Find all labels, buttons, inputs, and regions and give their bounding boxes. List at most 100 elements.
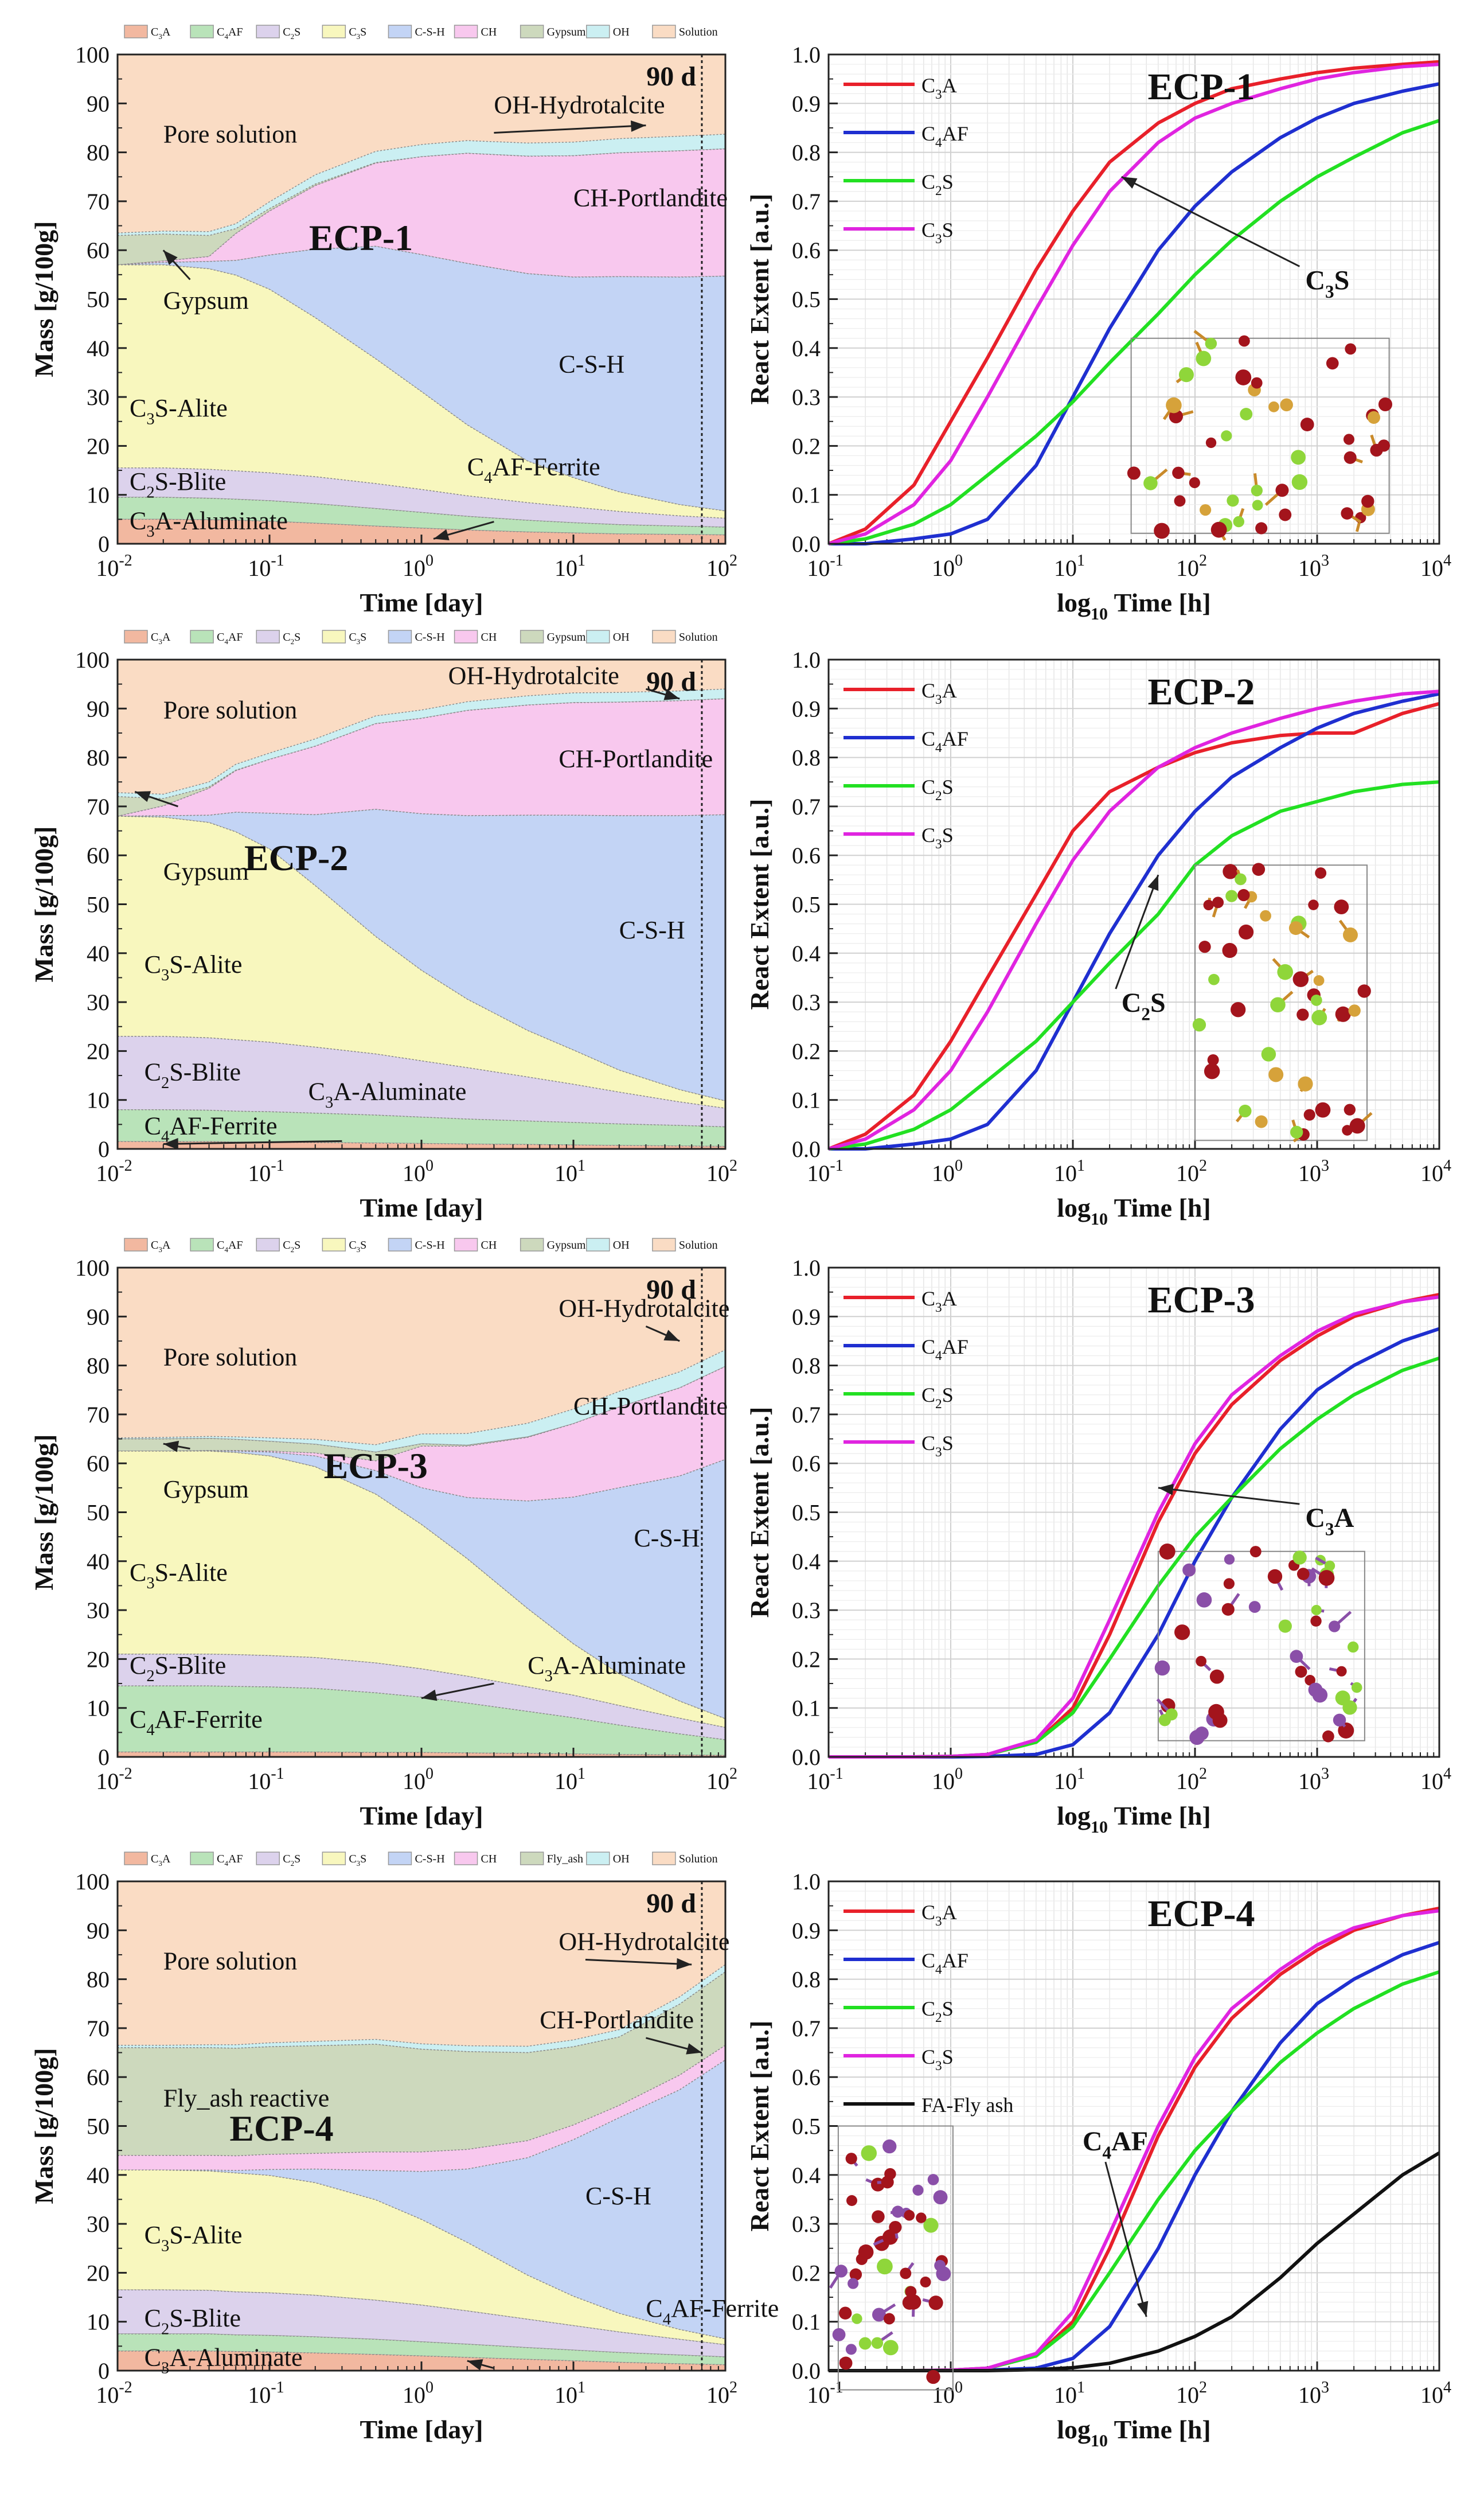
crystal-atom	[882, 2139, 897, 2154]
legend-entry: C4AF	[217, 1239, 243, 1254]
crystal-atom	[1239, 1104, 1252, 1118]
x-axis-label-text: Time [day]	[360, 588, 483, 617]
x-tick-base: 10	[248, 555, 271, 581]
chart-title-text: ECP-1	[1148, 66, 1255, 108]
plot-frame	[116, 53, 727, 545]
region-label: Pore solution	[163, 1343, 297, 1371]
y-tick-label: 0.5	[792, 892, 821, 918]
crystal-atom	[849, 2268, 862, 2281]
region-label: C-S-H	[585, 2182, 651, 2210]
label-rest: S	[294, 631, 300, 644]
area-csh	[118, 1450, 726, 1720]
subscript: 4	[935, 1349, 942, 1363]
legend-swatch	[190, 1238, 214, 1252]
legend-entry-text: C-S-H	[415, 1239, 444, 1252]
crystal-atom	[912, 2184, 924, 2196]
legend-entry: Solution	[679, 631, 718, 644]
y-tick-label: 40	[87, 2162, 110, 2188]
x-axis-label-base: log	[1057, 2415, 1091, 2444]
region-label: Gypsum	[163, 1475, 249, 1503]
x-tick-base: 10	[706, 2382, 729, 2408]
legend-swatch	[124, 25, 148, 38]
crystal-atom	[1212, 1713, 1228, 1728]
chart-title: ECP-3	[324, 1445, 428, 1486]
subscript: 3	[935, 87, 942, 102]
crystal-atom	[1378, 397, 1392, 412]
x-tick-exp: 2	[729, 2379, 737, 2396]
crystal-atom	[1279, 508, 1292, 521]
label-rest: A	[942, 1287, 957, 1310]
crystal-atom	[1159, 1544, 1176, 1560]
legend-swatch	[520, 25, 544, 38]
crystal-atom	[1292, 971, 1309, 987]
x-tick-label: 100	[403, 1157, 434, 1186]
mineral-label: C4AF-Ferrite	[145, 1112, 278, 1145]
react-chart-3: 10-1 100 101 102 103 1040.00.10.20.30.40.50.6…	[745, 1255, 1451, 1837]
x-axis-label-sub: 10	[1091, 1210, 1108, 1229]
x-tick-label: 102	[706, 1765, 737, 1794]
area-c2s	[117, 467, 726, 528]
x-tick-label: 10-1	[807, 552, 843, 581]
x-tick-label: 10-1	[248, 552, 284, 581]
marker-label: 90 d	[646, 1275, 696, 1305]
legend-entry-text: C	[921, 74, 935, 97]
subscript: 3	[1325, 1519, 1334, 1539]
crystal-atom	[845, 2153, 857, 2165]
x-tick-base: 10	[706, 1160, 729, 1186]
crystal-atom	[883, 2313, 895, 2325]
crystal-atom	[1344, 1104, 1356, 1116]
x-tick-exp: 0	[955, 1765, 963, 1783]
x-tick-base: 10	[1054, 555, 1077, 581]
legend-swatch	[388, 630, 412, 644]
y-tick-label: 10	[87, 2309, 110, 2335]
crystal-atom	[920, 2277, 931, 2288]
mineral-label-text: C	[145, 950, 161, 979]
y-tick-label: 80	[87, 745, 110, 771]
y-tick-label: 0.2	[792, 1646, 821, 1672]
crystal-atom	[1189, 1729, 1205, 1745]
mineral-label: C3S-Alite	[130, 394, 228, 428]
region-label: C-S-H	[619, 916, 685, 944]
legend-entry-text: C	[151, 26, 158, 38]
crystal-atom	[1225, 890, 1238, 902]
crystal-atom	[1305, 1674, 1315, 1686]
arrow-head	[163, 250, 178, 266]
x-axis-label-rest: Time [h]	[1108, 2415, 1211, 2444]
x-tick-base: 10	[706, 1768, 729, 1794]
x-tick-label: 102	[706, 552, 737, 581]
crystal-atom	[1238, 335, 1250, 347]
legend-entry-text: Gypsum	[547, 26, 586, 38]
crystal-atom	[1322, 1730, 1334, 1743]
region-label: CH-Portlandite	[559, 745, 713, 773]
x-axis-label-sub: 10	[1091, 1818, 1108, 1837]
crystal-atom	[1249, 1546, 1262, 1558]
x-tick-label: 10-2	[96, 2379, 132, 2408]
x-tick-label: 101	[554, 552, 585, 581]
crystal-cell	[1194, 864, 1368, 1141]
legend-swatch	[388, 1238, 412, 1252]
arrow-head	[1137, 2301, 1149, 2317]
y-tick-label: 10	[87, 1088, 110, 1113]
legend-swatch	[388, 1852, 412, 1865]
x-tick-exp: 0	[425, 552, 434, 570]
mineral-label-text: C	[646, 2294, 662, 2322]
crystal-atom	[1296, 1568, 1310, 1580]
x-tick-exp: 1	[577, 1157, 585, 1175]
region-label-text: Pore solution	[163, 696, 297, 724]
x-tick-exp: 1	[1077, 1157, 1085, 1175]
chart-title: ECP-2	[244, 837, 348, 878]
legend-swatch	[124, 1852, 148, 1865]
subscript: 2	[291, 637, 295, 646]
legend-entry: OH	[613, 1853, 630, 1865]
marker-label: 90 d	[646, 1888, 696, 1919]
crystal-atom	[1308, 1682, 1323, 1697]
region-label-text: Gypsum	[163, 1475, 249, 1503]
plot-frame	[827, 1880, 1440, 2372]
y-tick-label: 40	[87, 336, 110, 361]
x-tick-exp: 0	[955, 2379, 963, 2396]
legend-entry: C2S	[283, 26, 300, 41]
crystal-atom	[1318, 1570, 1335, 1586]
legend-swatch	[322, 1238, 346, 1252]
y-tick-label: 10	[87, 482, 110, 508]
crystal-atom	[1334, 899, 1349, 915]
